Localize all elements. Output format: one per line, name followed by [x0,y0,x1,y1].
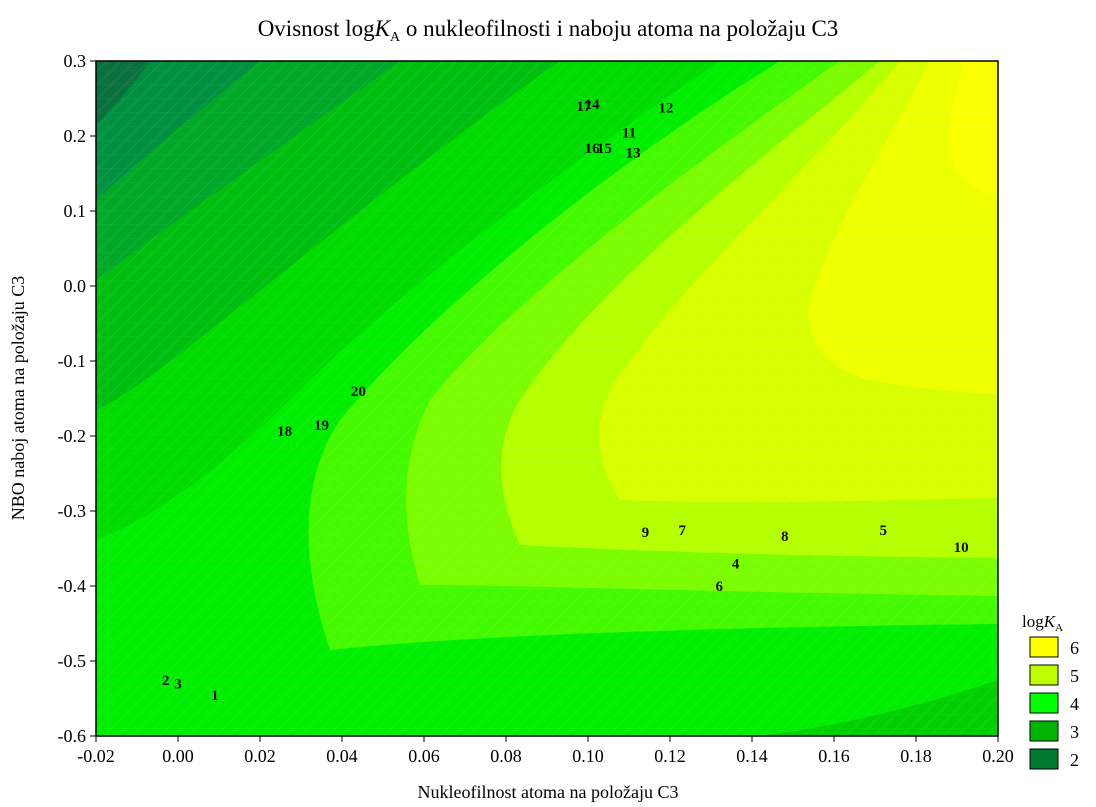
point-label-16: 16 [585,141,601,157]
x-tick-label: 0.04 [326,746,358,766]
point-label-13: 13 [626,146,641,162]
legend-title: logKA [1022,612,1063,634]
y-tick-label: 0.0 [64,276,87,296]
legend-title-sub: A [1055,622,1063,634]
point-label-19: 19 [314,418,329,434]
y-axis-label: NBO naboj atoma na položaju C3 [8,276,28,520]
x-tick-label: 0.10 [572,746,604,766]
point-label-6: 6 [715,579,723,595]
y-tick-label: -0.1 [58,351,87,371]
legend-label-5: 5 [1070,666,1079,686]
x-tick-label: -0.02 [77,746,115,766]
legend-swatch-4 [1029,692,1059,714]
chart-title-sub: A [390,30,401,45]
legend-swatch-5 [1029,664,1059,686]
legend-label-6: 6 [1070,638,1079,658]
y-tick-label: -0.2 [58,426,87,446]
x-axis-ticks: -0.02 0.00 0.02 0.04 0.06 0.08 0.10 0.12 0.14 0.1… [77,736,1014,766]
point-label-18: 18 [277,424,292,440]
y-tick-label: -0.5 [58,651,87,671]
chart-title-prefix: Ovisnost log [258,16,375,41]
point-label-10: 10 [954,540,969,556]
legend-swatch-6 [1029,636,1059,658]
x-tick-label: 0.08 [490,746,522,766]
point-label-17: 17 [576,99,592,115]
legend-swatch-3 [1029,720,1059,742]
chart-title: Ovisnost logKA o nukleofilnosti i naboju… [258,16,839,45]
x-tick-label: 0.14 [736,746,768,766]
x-tick-label: 0.18 [900,746,932,766]
point-label-5: 5 [879,523,887,539]
x-tick-label: 0.02 [244,746,276,766]
x-tick-label: 0.00 [162,746,194,766]
legend-items: 6 5 4 3 2 [1029,636,1079,770]
plot-frame [95,60,999,737]
point-label-12: 12 [658,101,673,117]
legend: logKA 6 5 4 3 2 [1022,612,1079,770]
legend-title-italic: K [1043,612,1057,631]
y-tick-label: 0.2 [64,126,87,146]
point-label-2: 2 [162,673,170,689]
legend-title-prefix: log [1022,612,1044,631]
x-tick-label: 0.12 [654,746,686,766]
point-label-1: 1 [211,688,219,704]
y-tick-label: 0.1 [64,201,87,221]
y-axis-ticks: 0.3 0.2 0.1 0.0 -0.1 -0.2 -0.3 -0.4 -0.5 -0.6 [58,51,96,746]
x-tick-label: 0.16 [818,746,850,766]
chart-title-italic: K [374,16,392,41]
x-tick-label: 0.06 [408,746,440,766]
point-label-14: 14 [585,97,601,113]
point-label-9: 9 [642,525,650,541]
point-label-8: 8 [781,529,789,545]
legend-label-4: 4 [1070,694,1079,714]
point-label-20: 20 [351,384,366,400]
y-tick-label: -0.6 [58,726,87,746]
mesh-overlay [96,61,998,736]
y-tick-label: 0.3 [64,51,87,71]
x-axis-label: Nukleofilnost atoma na položaju C3 [418,782,679,802]
y-tick-label: -0.4 [58,576,87,596]
legend-swatch-2 [1029,748,1059,770]
x-tick-label: 0.20 [982,746,1014,766]
point-label-4: 4 [732,557,740,573]
plot-area [96,61,998,736]
point-label-7: 7 [679,523,687,539]
y-tick-label: -0.3 [58,501,87,521]
legend-label-2: 2 [1070,750,1079,770]
point-label-15: 15 [597,141,612,157]
chart-title-suffix: o nukleofilnosti i naboju atoma na polož… [400,16,838,41]
point-label-11: 11 [622,125,636,141]
point-label-3: 3 [174,677,182,693]
legend-label-3: 3 [1070,722,1079,742]
